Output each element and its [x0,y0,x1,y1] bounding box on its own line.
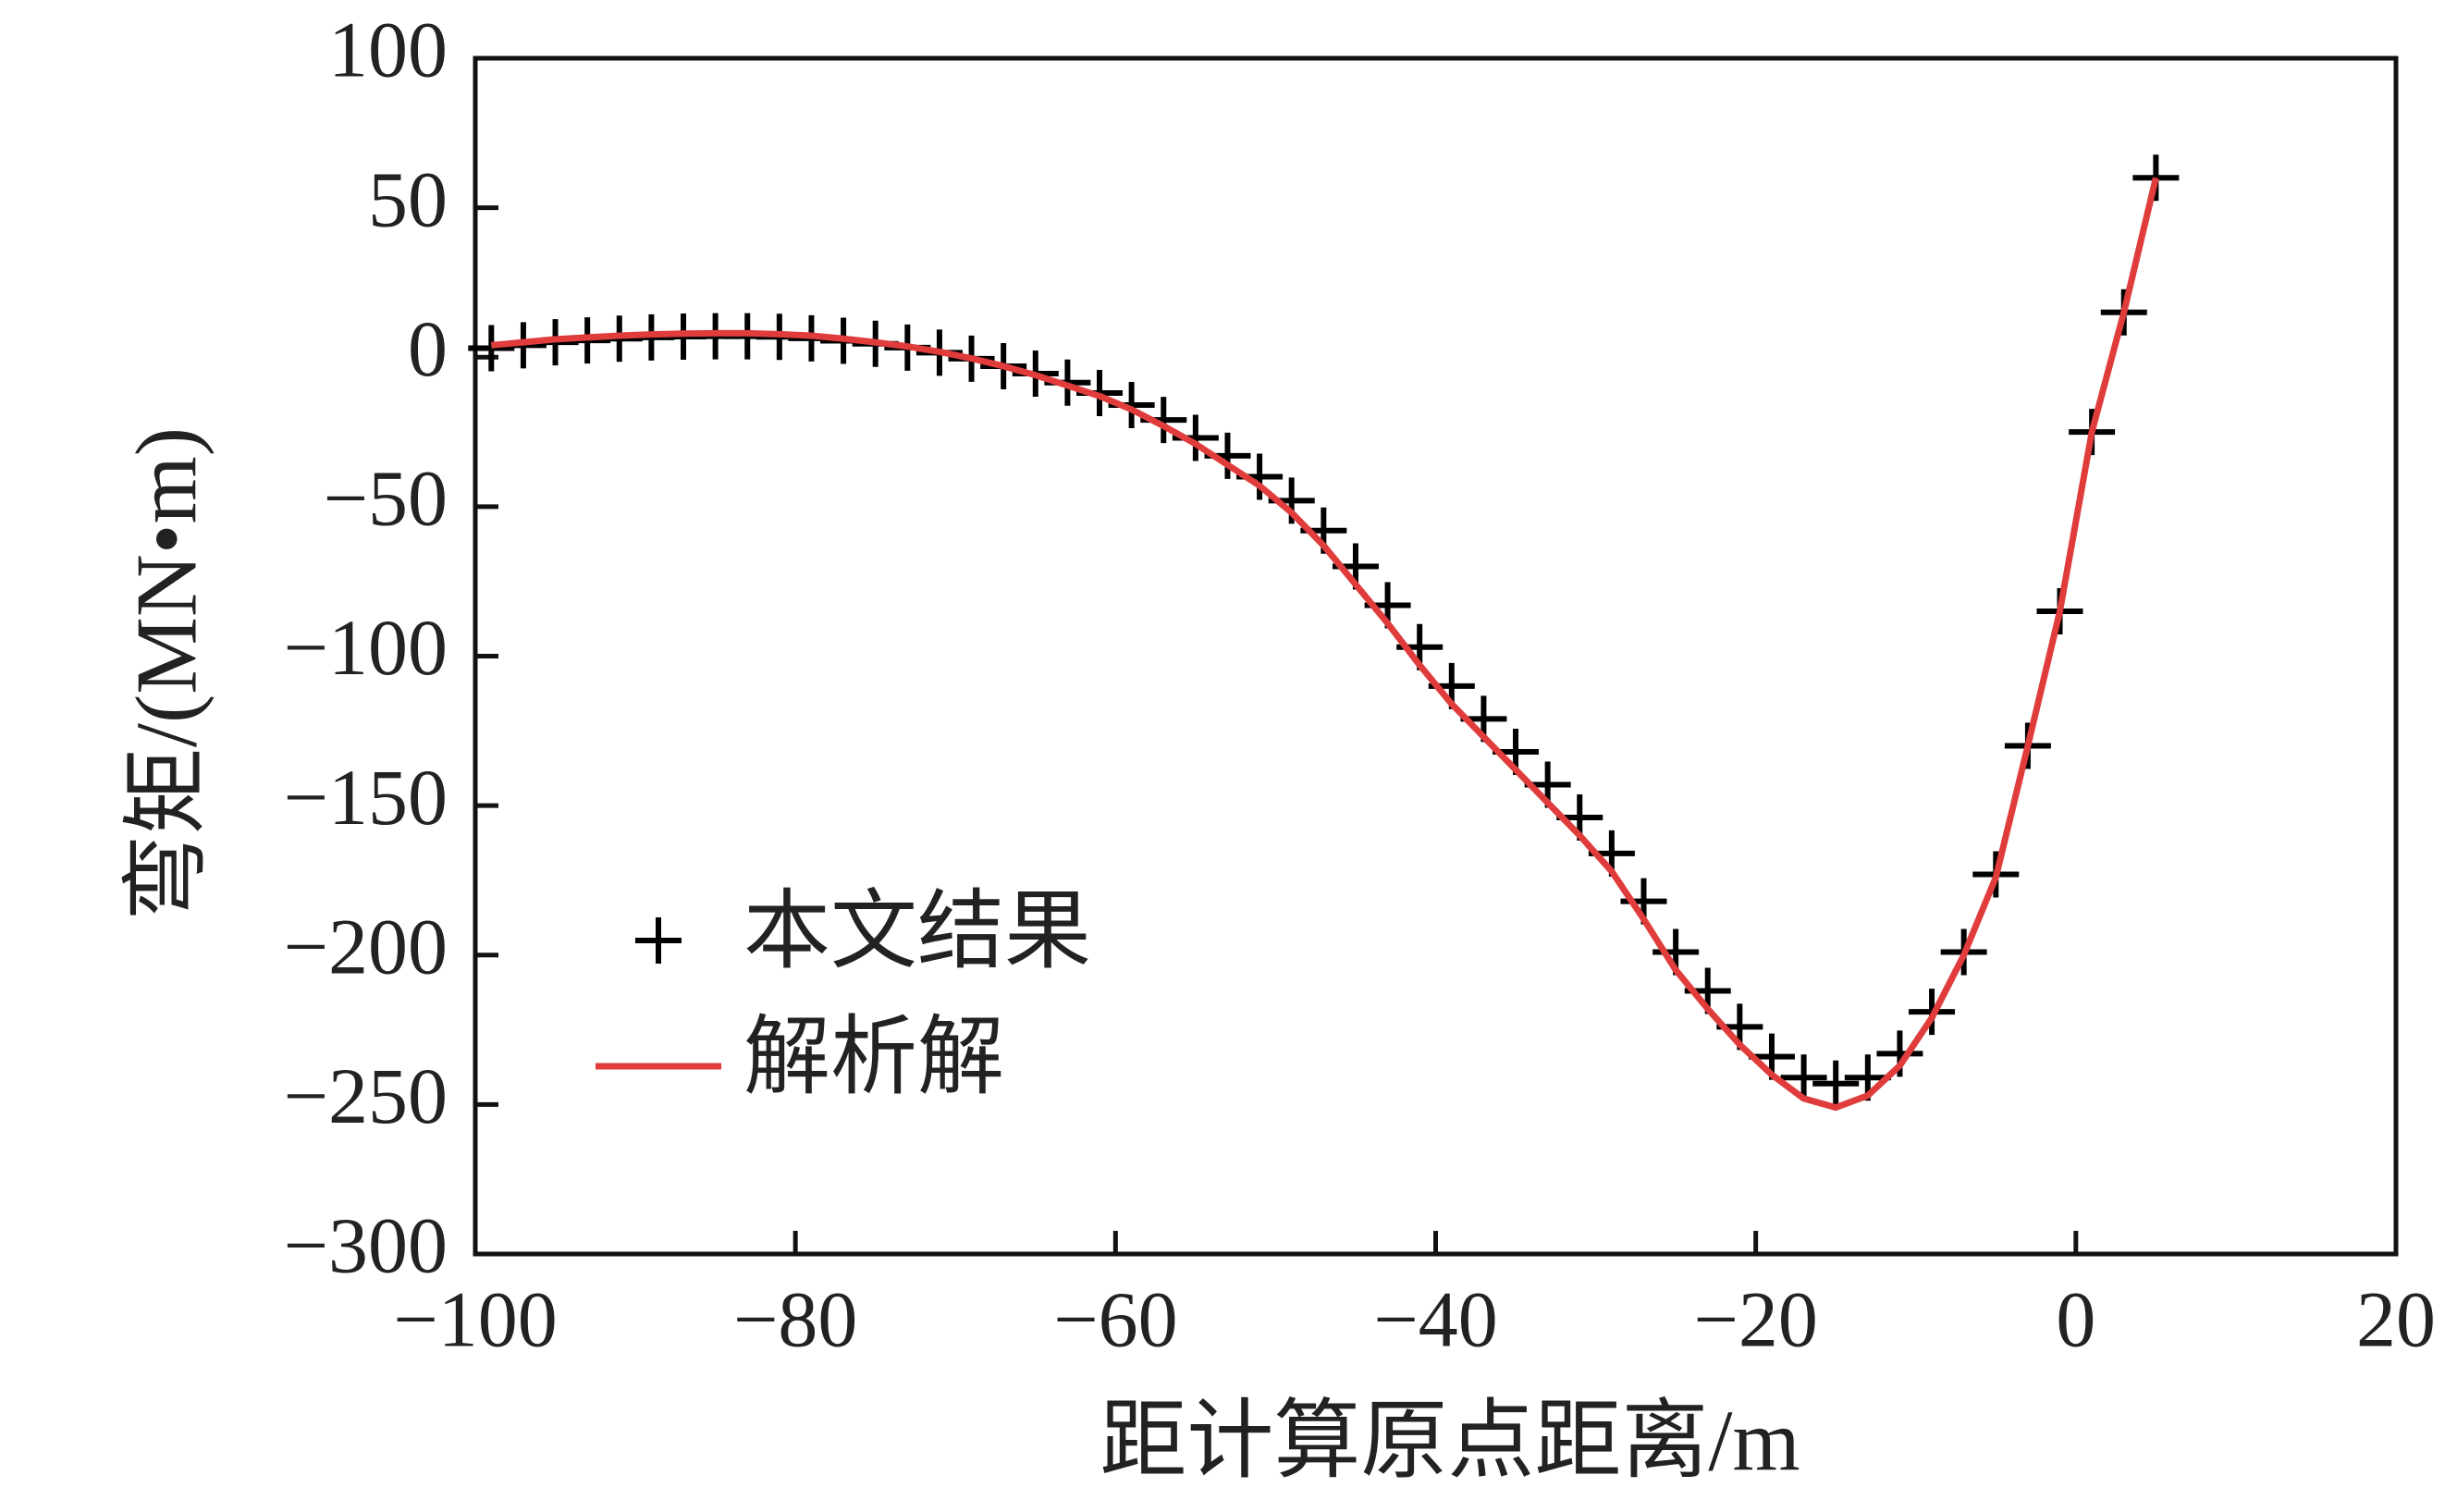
scatter-marker [1780,1054,1827,1101]
y-tick-label: 100 [328,6,448,94]
y-tick-label: −100 [283,603,448,692]
x-tick-label: 20 [2356,1275,2436,1364]
x-axis-label: 距计算原点距离/m [1100,1394,1800,1490]
y-tick-label: 50 [368,154,448,243]
legend-label: 本文结果 [743,884,1091,980]
line-series [490,177,2159,1112]
legend-label: 解析解 [743,1010,1004,1106]
x-tick-label: −20 [1693,1275,1818,1364]
x-tick-label: −80 [733,1275,858,1364]
x-tick-label: −60 [1053,1275,1178,1364]
x-tick-label: 0 [2056,1275,2095,1364]
y-tick-label: 0 [408,304,448,393]
scatter-marker [468,325,515,372]
scatter-marker [1812,1060,1860,1107]
legend-marker [635,917,682,964]
y-axis-label: 弯矩/(MN•m) [119,427,215,921]
x-tick-label: −40 [1373,1275,1498,1364]
y-tick-label: −150 [283,753,448,842]
y-tick-label: −50 [323,454,448,543]
y-tick-label: −300 [283,1201,448,1290]
y-tick-label: −200 [283,902,448,990]
scatter-marker [2132,154,2180,202]
y-tick-label: −250 [283,1051,448,1140]
x-tick-label: −100 [393,1275,558,1364]
